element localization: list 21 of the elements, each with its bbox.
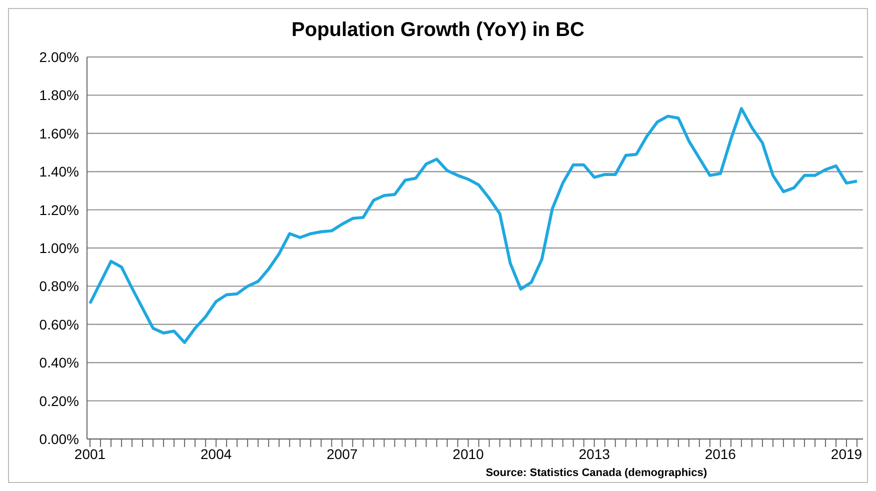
y-tick-label: 0.60% [39,316,79,332]
x-tick-label: 2001 [74,446,106,462]
y-tick-label: 0.00% [39,430,79,447]
x-tick-label: 2004 [200,446,232,462]
x-tick-label: 2007 [326,446,358,462]
x-tick-label: 2019 [830,446,862,462]
y-tick-label: 1.00% [39,240,79,256]
chart-title: Population Growth (YoY) in BC [290,19,586,43]
y-tick-label: 0.80% [39,278,79,294]
x-tick-label: 2016 [704,446,736,462]
source-note: Source: Statistics Canada (demographics) [486,467,707,479]
x-tick-label: 2010 [452,446,484,462]
y-tick-label: 1.40% [39,164,79,180]
line-series [88,107,858,344]
y-tick-label: 1.20% [39,202,79,218]
y-tick-label: 0.20% [39,392,79,409]
y-tick-label: 1.80% [39,87,79,104]
y-tick-label: 2.00% [39,48,79,65]
y-tick-label: 1.60% [39,125,79,142]
y-tick-label: 0.40% [39,354,79,371]
x-tick-label: 2013 [578,446,610,462]
